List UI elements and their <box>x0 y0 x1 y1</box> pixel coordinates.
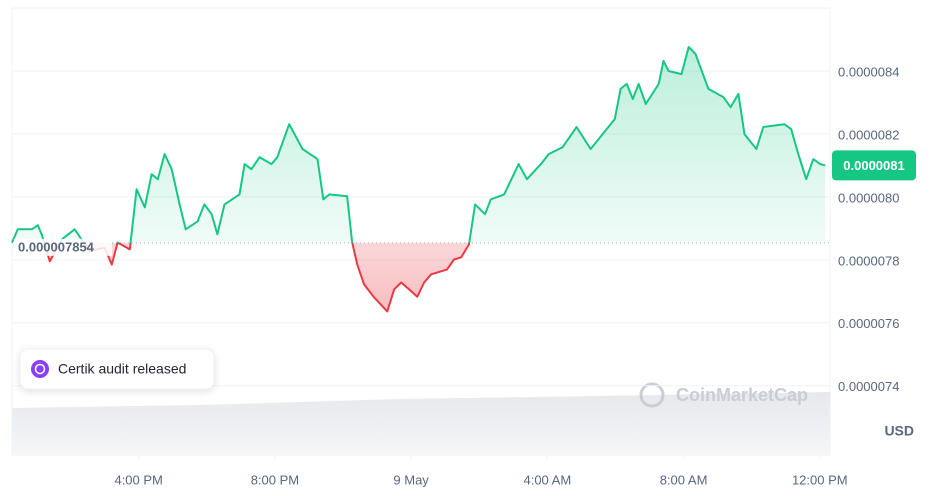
x-tick-label: 4:00 PM <box>114 472 162 487</box>
x-tick-label: 4:00 AM <box>523 472 571 487</box>
annotation: Certik audit released <box>19 348 215 390</box>
y-tick-label: 0.0000080 <box>838 190 899 205</box>
x-tick-label: 12:00 PM <box>792 472 848 487</box>
price-badge-label: 0.0000081 <box>843 158 904 173</box>
x-tick-label: 9 May <box>393 472 429 487</box>
annotation-text: Certik audit released <box>58 361 186 377</box>
watermark-text: CoinMarketCap <box>676 385 808 405</box>
y-tick-label: 0.0000078 <box>838 253 899 268</box>
y-tick-label: 0.0000082 <box>838 127 899 142</box>
baseline-label: 0.000007854 <box>18 239 95 254</box>
y-tick-label: 0.0000084 <box>838 64 899 79</box>
unit-label: USD <box>884 423 914 439</box>
price-line <box>11 46 826 313</box>
price-badge <box>832 150 916 181</box>
x-tick-label: 8:00 AM <box>660 472 708 487</box>
annotation-icon <box>31 360 49 378</box>
area-fill <box>12 47 826 312</box>
y-tick-label: 0.0000074 <box>838 379 899 394</box>
x-tick-label: 8:00 PM <box>251 472 299 487</box>
volume-area <box>12 392 830 455</box>
baseline-label-bg <box>14 238 112 256</box>
annotation-box <box>19 348 215 390</box>
y-tick-label: 0.0000076 <box>838 316 899 331</box>
watermark: CoinMarketCap <box>639 382 808 408</box>
annotation-icon-clock <box>34 363 46 375</box>
